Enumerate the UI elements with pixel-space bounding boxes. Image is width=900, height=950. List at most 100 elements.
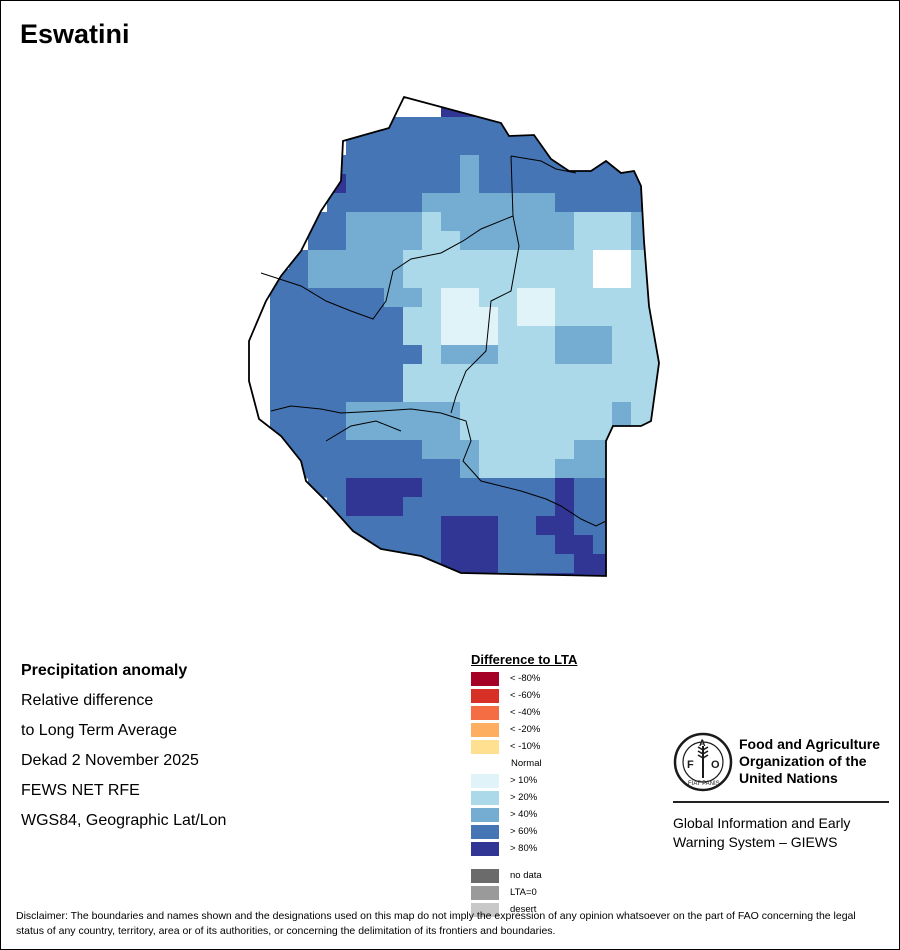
legend-swatch	[471, 841, 499, 856]
grid-cell	[441, 497, 461, 517]
grid-cell	[460, 212, 480, 232]
grid-cell	[441, 250, 461, 270]
grid-cell	[517, 421, 537, 441]
grid-cell	[669, 193, 689, 213]
grid-cell	[327, 345, 347, 365]
grid-cell	[555, 554, 575, 574]
grid-cell	[422, 307, 442, 327]
legend-label: LTA=0	[510, 887, 537, 898]
grid-cell	[441, 611, 461, 631]
grid-cell	[346, 459, 366, 479]
grid-cell	[403, 288, 423, 308]
grid-cell	[270, 326, 290, 346]
grid-cell	[422, 459, 442, 479]
grid-cell	[441, 535, 461, 555]
grid-cell	[536, 611, 556, 631]
grid-cell	[327, 326, 347, 346]
grid-cell	[327, 478, 347, 498]
grid-cell	[593, 402, 613, 422]
grid-cell	[574, 174, 594, 194]
grid-cell	[422, 440, 442, 460]
grid-cell	[403, 345, 423, 365]
grid-cell	[612, 212, 632, 232]
legend-item: > 20%	[471, 789, 577, 806]
grid-cell	[479, 573, 499, 576]
grid-cell	[460, 193, 480, 213]
legend-item: > 80%	[471, 840, 577, 857]
grid-cell	[441, 459, 461, 479]
disclaimer: Disclaimer: The boundaries and names sho…	[16, 910, 856, 937]
grid-cell	[384, 554, 404, 574]
grid-cell	[308, 402, 328, 422]
grid-cell	[422, 155, 442, 175]
grid-cell	[669, 307, 689, 327]
grid-cell	[460, 174, 480, 194]
grid-cell	[289, 459, 309, 479]
grid-cell	[498, 611, 518, 631]
grid-cell	[403, 117, 423, 137]
grid-cell	[631, 440, 651, 460]
grid-cell	[346, 288, 366, 308]
grid-cell	[631, 497, 651, 517]
grid-cell	[346, 478, 366, 498]
grid-cell	[650, 155, 659, 175]
grid-cell	[650, 364, 659, 384]
grid-cell	[308, 383, 328, 403]
grid-cell	[612, 402, 632, 422]
grid-cell	[555, 535, 575, 555]
grid-cell	[517, 288, 537, 308]
grid-cell	[536, 307, 556, 327]
grid-cell	[403, 554, 423, 574]
grid-cell	[517, 611, 537, 631]
grid-cell	[346, 269, 366, 289]
grid-cell	[555, 383, 575, 403]
grid-cell	[593, 269, 613, 289]
grid-cell	[612, 459, 632, 479]
grid-cell	[441, 421, 461, 441]
grid-cell	[346, 212, 366, 232]
grid-cell	[593, 592, 613, 612]
grid-cell	[612, 307, 632, 327]
grid-cell	[365, 136, 385, 156]
legend-swatch	[471, 790, 499, 805]
grid-cell	[688, 440, 708, 460]
legend-swatch	[471, 739, 499, 754]
grid-cell	[460, 440, 480, 460]
grid-cell	[536, 459, 556, 479]
grid-cell	[365, 592, 385, 612]
grid-cell	[517, 364, 537, 384]
grid-cell	[384, 269, 404, 289]
grid-cell	[479, 155, 499, 175]
grid-cell	[422, 326, 442, 346]
grid-cell	[308, 516, 328, 536]
grid-cell	[669, 326, 689, 346]
grid-cell	[422, 611, 442, 631]
grid-cell	[308, 440, 328, 460]
grid-cell	[460, 288, 480, 308]
grid-cell	[365, 269, 385, 289]
grid-cell	[422, 345, 442, 365]
legend-swatch	[471, 885, 499, 900]
grid-cell	[441, 516, 461, 536]
legend-label: < -10%	[510, 741, 541, 752]
grid-cell	[403, 231, 423, 251]
grid-cell	[593, 573, 613, 576]
grid-cell	[441, 193, 461, 213]
grid-cell	[365, 155, 385, 175]
grid-cell	[612, 326, 632, 346]
grid-cell	[555, 497, 575, 517]
grid-cell	[327, 459, 347, 479]
grid-cell	[403, 516, 423, 536]
grid-cell	[650, 212, 659, 232]
grid-cell	[574, 497, 594, 517]
grid-cell	[422, 497, 442, 517]
grid-cell	[612, 421, 632, 441]
grid-cell	[669, 440, 689, 460]
grid-cell	[517, 478, 537, 498]
grid-cell	[270, 345, 290, 365]
grid-cell	[688, 212, 708, 232]
legend-item: > 40%	[471, 806, 577, 823]
grid-cell	[346, 554, 366, 574]
grid-cell	[498, 402, 518, 422]
grid-cell	[555, 611, 575, 631]
